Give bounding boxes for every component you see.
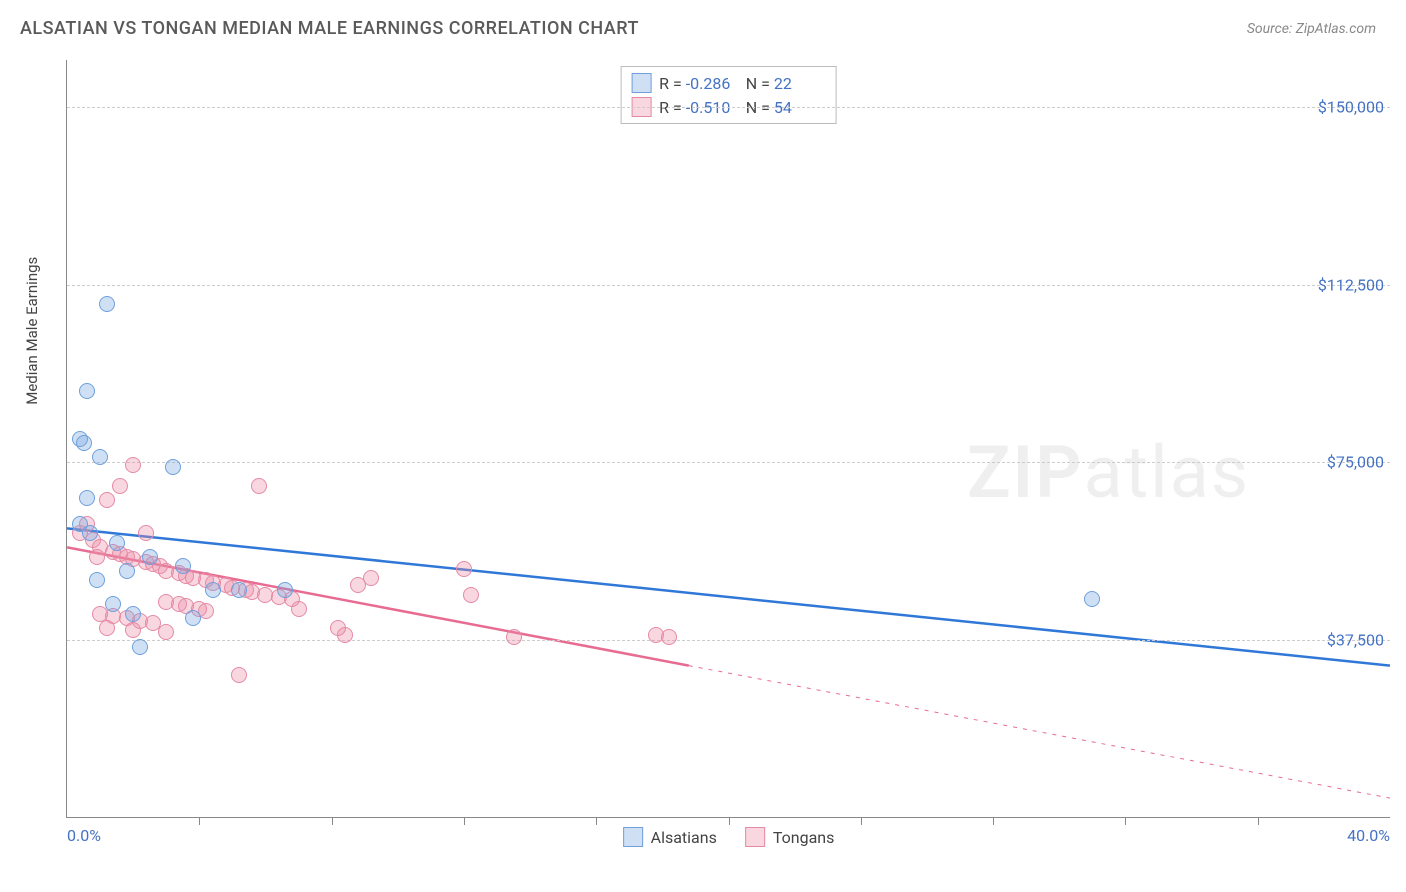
chart-header: ALSATIAN VS TONGAN MEDIAN MALE EARNINGS … <box>0 0 1406 49</box>
tongans-point <box>363 570 379 586</box>
x-tick <box>1258 817 1259 825</box>
tongans-point <box>251 478 267 494</box>
gridline <box>67 640 1390 641</box>
x-tick-label: 0.0% <box>67 826 101 845</box>
alsatians-point <box>92 449 108 465</box>
r-value-alsatians: -0.286 <box>686 74 738 93</box>
watermark-zip: ZIP <box>967 430 1083 515</box>
swatch-tongans <box>745 827 765 847</box>
alsatians-point <box>109 535 125 551</box>
plot-region: ZIPatlas R = -0.286 N = 22 R = -0.510 N … <box>66 60 1390 818</box>
y-axis-label: Median Male Earnings <box>23 257 41 405</box>
legend-correlation-box: R = -0.286 N = 22 R = -0.510 N = 54 <box>620 66 837 124</box>
alsatians-point <box>231 582 247 598</box>
alsatians-point <box>79 383 95 399</box>
alsatians-point <box>1084 591 1100 607</box>
chart-title: ALSATIAN VS TONGAN MEDIAN MALE EARNINGS … <box>20 18 639 39</box>
y-tick-label: $37,500 <box>1327 630 1384 649</box>
r-label: R = <box>659 74 682 93</box>
tongans-point <box>99 620 115 636</box>
gridline <box>67 285 1390 286</box>
alsatians-point <box>79 490 95 506</box>
tongans-point <box>99 492 115 508</box>
gridline <box>67 462 1390 463</box>
n-label: N = <box>746 74 770 93</box>
n-value-alsatians: 22 <box>774 74 826 93</box>
series-label-tongans: Tongans <box>773 828 835 847</box>
alsatians-point <box>132 639 148 655</box>
alsatians-point <box>165 459 181 475</box>
alsatians-point <box>205 582 221 598</box>
tongans-point <box>291 601 307 617</box>
x-tick <box>332 817 333 825</box>
alsatians-point <box>76 435 92 451</box>
tongans-point <box>125 457 141 473</box>
tongans-point <box>125 622 141 638</box>
tongans-point <box>231 667 247 683</box>
x-tick <box>729 817 730 825</box>
swatch-alsatians <box>623 827 643 847</box>
x-tick <box>199 817 200 825</box>
alsatians-point <box>185 610 201 626</box>
tongans-point <box>112 478 128 494</box>
watermark: ZIPatlas <box>967 430 1250 515</box>
chart-area: Median Male Earnings ZIPatlas R = -0.286… <box>50 60 1390 850</box>
y-tick-label: $112,500 <box>1318 275 1384 294</box>
alsatians-point <box>125 606 141 622</box>
legend-item-tongans: Tongans <box>745 827 835 847</box>
alsatians-point <box>105 596 121 612</box>
tongans-point <box>158 624 174 640</box>
watermark-atlas: atlas <box>1083 430 1250 515</box>
tongans-point <box>337 627 353 643</box>
alsatians-point <box>277 582 293 598</box>
regression-lines <box>67 60 1390 817</box>
regression-line <box>689 666 1390 798</box>
x-tick <box>596 817 597 825</box>
legend-series: Alsatians Tongans <box>623 827 835 847</box>
series-label-alsatians: Alsatians <box>651 828 717 847</box>
legend-item-alsatians: Alsatians <box>623 827 717 847</box>
x-tick <box>861 817 862 825</box>
source-attribution: Source: ZipAtlas.com <box>1247 21 1376 37</box>
alsatians-point <box>142 549 158 565</box>
tongans-point <box>463 587 479 603</box>
x-tick <box>993 817 994 825</box>
alsatians-point <box>82 525 98 541</box>
gridline <box>67 107 1390 108</box>
x-tick <box>464 817 465 825</box>
y-tick-label: $75,000 <box>1327 453 1384 472</box>
tongans-point <box>89 549 105 565</box>
x-tick-label: 40.0% <box>1347 826 1390 845</box>
alsatians-point <box>175 558 191 574</box>
alsatians-point <box>119 563 135 579</box>
tongans-point <box>138 525 154 541</box>
tongans-point <box>506 629 522 645</box>
x-tick <box>1125 817 1126 825</box>
alsatians-point <box>99 296 115 312</box>
swatch-alsatians <box>631 73 651 93</box>
alsatians-point <box>89 572 105 588</box>
tongans-point <box>456 561 472 577</box>
tongans-point <box>661 629 677 645</box>
legend-row-alsatians: R = -0.286 N = 22 <box>631 71 826 95</box>
y-tick-label: $150,000 <box>1318 98 1384 117</box>
